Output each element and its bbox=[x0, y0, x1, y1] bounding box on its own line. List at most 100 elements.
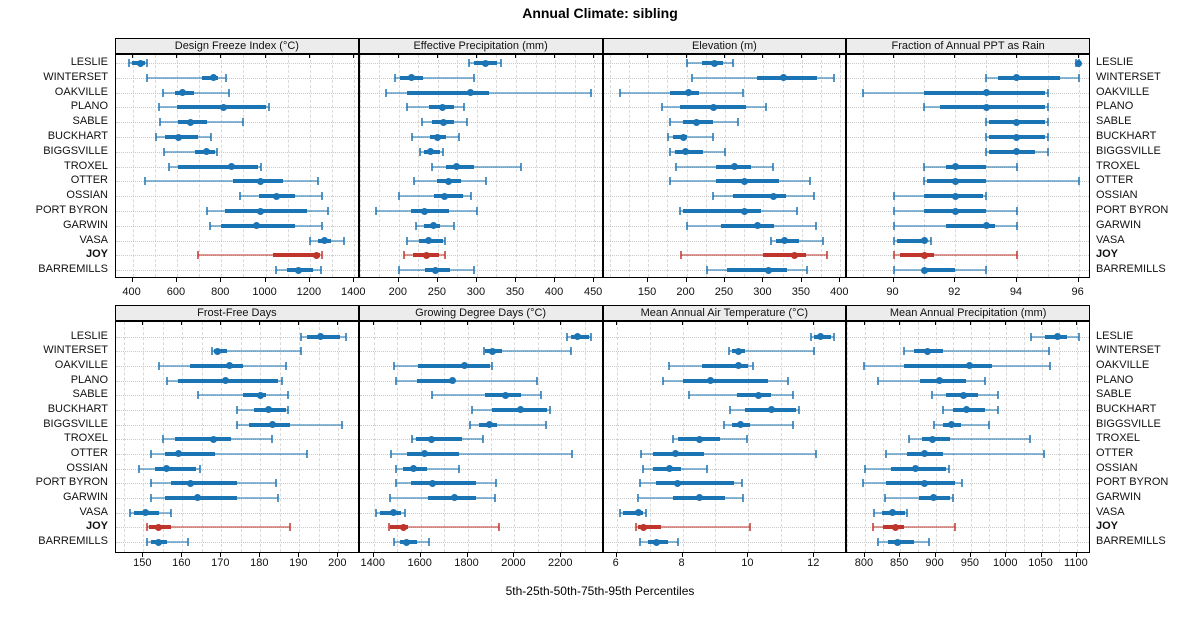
whisker-cap bbox=[637, 493, 640, 502]
whisker-cap bbox=[385, 88, 388, 97]
median-dot bbox=[679, 133, 687, 141]
median-dot bbox=[253, 222, 261, 230]
whisker-cap bbox=[146, 538, 149, 547]
median-dot bbox=[427, 435, 435, 443]
median-dot bbox=[486, 421, 494, 429]
median-dot bbox=[163, 465, 171, 473]
tick-mark-top bbox=[560, 321, 562, 325]
station-label-left: OAKVILLE bbox=[54, 358, 108, 371]
median-dot bbox=[672, 450, 680, 458]
whisker-cap bbox=[306, 449, 309, 458]
median-dot bbox=[893, 538, 901, 546]
tick-mark-top bbox=[747, 321, 749, 325]
tick-mark-top bbox=[934, 321, 936, 325]
percentile-whisker bbox=[394, 76, 474, 79]
whisker-cap bbox=[907, 435, 910, 444]
whisker-cap bbox=[431, 391, 434, 400]
median-dot bbox=[911, 465, 919, 473]
whisker-cap bbox=[462, 103, 465, 112]
whisker-cap bbox=[146, 59, 149, 67]
grid-line-vertical bbox=[953, 322, 955, 552]
whisker-cap bbox=[158, 103, 161, 112]
tick-mark-bottom bbox=[593, 278, 595, 282]
whisker-cap bbox=[157, 361, 160, 370]
median-dot bbox=[225, 362, 233, 370]
whisker-cap bbox=[1015, 221, 1018, 230]
whisker-cap bbox=[341, 420, 344, 429]
interquartile-bar bbox=[623, 510, 643, 515]
whisker-cap bbox=[395, 464, 398, 473]
whisker-cap bbox=[813, 192, 816, 201]
grid-line-row bbox=[359, 196, 602, 198]
grid-line-vertical bbox=[279, 322, 281, 552]
grid-line-row bbox=[359, 542, 602, 544]
whisker-cap bbox=[861, 479, 864, 488]
interquartile-bar bbox=[702, 363, 749, 368]
median-dot bbox=[769, 192, 777, 200]
tick-mark-top bbox=[1015, 54, 1017, 58]
tick-mark-bottom bbox=[1040, 553, 1042, 557]
median-dot bbox=[652, 538, 660, 546]
median-dot bbox=[403, 538, 411, 546]
interquartile-bar bbox=[411, 481, 476, 486]
interquartile-bar bbox=[273, 253, 320, 258]
whisker-cap bbox=[712, 192, 715, 201]
tick-label: 950 bbox=[960, 557, 980, 569]
station-label-right: PLANO bbox=[1096, 373, 1134, 386]
grid-line-vertical bbox=[143, 322, 145, 552]
grid-line-row bbox=[847, 497, 1089, 499]
whisker-cap bbox=[984, 376, 987, 385]
whisker-cap bbox=[861, 88, 864, 97]
interquartile-bar bbox=[669, 90, 699, 95]
grid-line-row bbox=[847, 151, 1089, 153]
station-label-left: TROXEL bbox=[63, 159, 108, 172]
tick-mark-bottom bbox=[1075, 553, 1077, 557]
grid-line-row bbox=[359, 211, 602, 212]
median-dot bbox=[295, 266, 303, 274]
median-dot bbox=[420, 450, 428, 458]
station-label-right: GARWIN bbox=[1096, 490, 1142, 503]
whisker-cap bbox=[393, 73, 396, 82]
whisker-cap bbox=[796, 207, 799, 215]
percentile-whisker bbox=[147, 76, 226, 79]
interquartile-bar bbox=[406, 451, 460, 456]
grid-line-row bbox=[603, 240, 846, 242]
median-dot bbox=[390, 509, 398, 517]
grid-line-row bbox=[359, 336, 602, 338]
whisker-cap bbox=[284, 361, 287, 370]
interquartile-bar bbox=[672, 135, 687, 139]
grid-line-vertical bbox=[667, 55, 669, 277]
whisker-cap bbox=[210, 347, 213, 356]
whisker-cap bbox=[395, 479, 398, 488]
median-dot bbox=[982, 89, 990, 97]
whisker-cap bbox=[235, 405, 238, 414]
grid-line-vertical bbox=[1041, 322, 1043, 552]
whisker-cap bbox=[987, 420, 990, 429]
grid-line-row bbox=[359, 107, 602, 109]
percentile-whisker bbox=[641, 452, 816, 455]
median-dot bbox=[817, 333, 825, 340]
tick-mark-bottom bbox=[397, 278, 399, 282]
percentile-whisker bbox=[483, 350, 571, 353]
grid-line-vertical bbox=[648, 55, 650, 277]
interquartile-bar bbox=[891, 466, 947, 471]
station-label-left: BARREMILLS bbox=[38, 535, 108, 548]
whisker-cap bbox=[722, 420, 725, 429]
percentile-whisker bbox=[197, 394, 288, 397]
grid-line-vertical bbox=[444, 322, 446, 552]
tick-mark-bottom bbox=[800, 278, 802, 282]
whisker-cap bbox=[862, 361, 865, 370]
whisker-cap bbox=[498, 523, 501, 532]
grid-line-row bbox=[359, 122, 602, 124]
station-label-left: VASA bbox=[79, 233, 108, 246]
whisker-cap bbox=[260, 162, 263, 171]
median-dot bbox=[421, 207, 429, 215]
tick-mark-bottom bbox=[175, 278, 177, 282]
grid-line-vertical bbox=[840, 55, 842, 277]
tick-label: 1400 bbox=[340, 286, 366, 298]
station-label-left: BUCKHART bbox=[47, 130, 108, 142]
percentile-whisker bbox=[432, 165, 521, 168]
whisker-cap bbox=[540, 391, 543, 400]
station-label-left: PLANO bbox=[70, 373, 108, 386]
